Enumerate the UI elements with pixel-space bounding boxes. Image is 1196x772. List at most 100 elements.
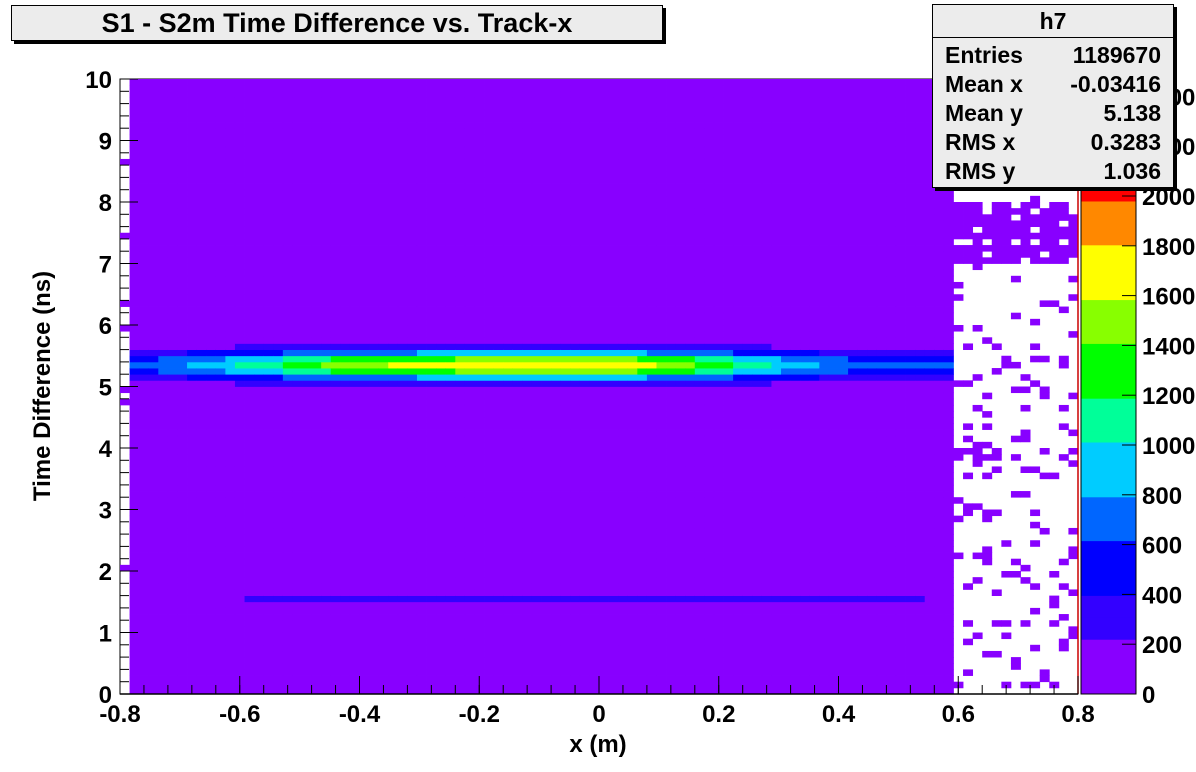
heat-cell (244, 571, 255, 578)
heat-cell (330, 521, 341, 529)
heat-cell (579, 620, 590, 627)
heat-cell (187, 392, 198, 400)
heat-cell (177, 595, 188, 603)
heat-cell (263, 448, 274, 455)
heat-cell (541, 85, 552, 92)
heat-cell (282, 368, 293, 375)
heat-cell (426, 306, 437, 314)
heat-cell (512, 669, 523, 676)
heat-cell (455, 509, 466, 517)
heat-cell (167, 202, 178, 209)
heat-cell (455, 515, 466, 523)
heat-cell (311, 626, 322, 633)
heat-cell (273, 435, 284, 443)
heat-cell (445, 263, 456, 271)
heat-cell (589, 497, 600, 504)
heat-cell (531, 558, 542, 566)
heat-cell (282, 614, 293, 621)
heat-cell (302, 257, 312, 264)
heat-cell (311, 208, 322, 215)
heat-cell (445, 527, 456, 535)
heat-cell (493, 312, 504, 320)
heat-cell (464, 675, 475, 683)
heat-cell (474, 343, 485, 350)
heat-cell (484, 577, 495, 584)
heat-cell (340, 509, 351, 517)
heat-cell (455, 343, 466, 350)
heat-cell (177, 195, 188, 203)
heat-cell (206, 681, 217, 689)
heat-cell (177, 343, 188, 350)
heat-cell (282, 589, 293, 596)
heat-cell (579, 515, 590, 523)
heat-cell (503, 115, 514, 123)
heat-cell (129, 158, 140, 166)
heat-cell (206, 441, 217, 449)
heat-cell (560, 583, 571, 590)
heat-cell (148, 263, 159, 271)
heat-cell (302, 441, 312, 449)
heat-cell (493, 675, 504, 683)
heat-cell (407, 552, 418, 560)
heat-cell (570, 571, 581, 578)
heat-cell (445, 275, 456, 283)
heat-cell (436, 515, 447, 523)
heat-cell (273, 220, 284, 227)
heat-cell (455, 158, 466, 166)
heat-cell (177, 663, 188, 670)
heat-cell (551, 650, 562, 658)
heat-cell (215, 595, 226, 603)
heat-cell (369, 146, 380, 154)
heat-cell (397, 343, 408, 350)
heat-cell (522, 392, 533, 400)
heat-cell (599, 564, 609, 572)
heat-cell (359, 183, 370, 191)
heat-cell (158, 478, 169, 486)
heat-cell (139, 681, 150, 689)
heat-cell (436, 454, 447, 461)
heat-cell (234, 669, 245, 676)
heat-cell (599, 657, 609, 664)
heat-cell (263, 614, 274, 621)
heat-cell (445, 85, 456, 92)
heat-cell (206, 189, 217, 197)
heat-cell (464, 632, 475, 640)
heat-cell (254, 650, 265, 658)
heat-cell (579, 146, 590, 154)
heat-cell (148, 632, 159, 640)
heat-cell (579, 650, 590, 658)
heat-cell (589, 650, 600, 658)
heat-cell (369, 122, 380, 129)
heat-cell (292, 657, 303, 664)
heat-cell (244, 79, 255, 86)
heat-cell (292, 97, 303, 104)
heat-cell (369, 195, 380, 203)
heat-cell (330, 238, 341, 246)
heat-cell (531, 509, 542, 517)
heat-cell (369, 546, 380, 553)
heat-cell (589, 165, 600, 172)
heat-cell (560, 189, 571, 197)
heat-cell (388, 165, 399, 172)
heat-cell (254, 675, 265, 683)
heat-cell (196, 423, 207, 430)
heat-cell (311, 614, 322, 621)
heat-cell (589, 638, 600, 646)
heat-cell (330, 355, 341, 363)
heat-cell (541, 638, 552, 646)
heat-cell (426, 349, 437, 357)
heat-cell (388, 158, 399, 166)
heat-cell (378, 294, 389, 301)
heat-cell (234, 620, 245, 627)
heat-cell (503, 103, 514, 111)
heat-cell (464, 368, 475, 375)
heat-cell (129, 195, 140, 203)
heat-cell (196, 251, 207, 258)
heat-cell (455, 97, 466, 104)
heat-cell (378, 386, 389, 394)
heat-cell (311, 650, 322, 658)
heat-cell (311, 466, 322, 473)
heat-cell (388, 607, 399, 615)
heat-cell (225, 669, 236, 676)
heat-cell (484, 540, 495, 547)
